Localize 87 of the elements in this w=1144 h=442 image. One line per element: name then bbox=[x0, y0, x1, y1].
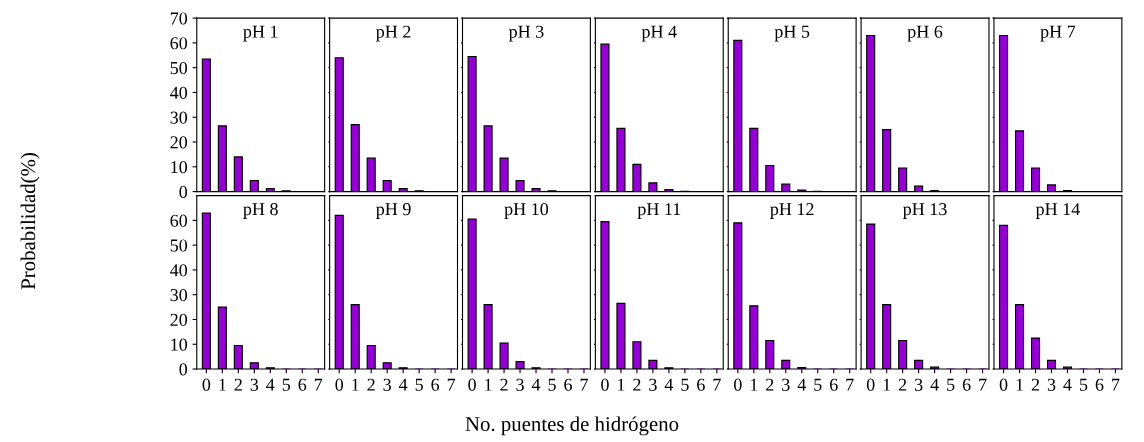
chart-title: pH 9 bbox=[376, 203, 411, 219]
x-tick-label: 0 bbox=[335, 378, 344, 391]
x-tick-label: 7 bbox=[846, 378, 854, 391]
x-tick-label: 6 bbox=[564, 378, 572, 391]
y-tick-label: 0 bbox=[179, 185, 188, 199]
y-tick-label: 50 bbox=[170, 61, 188, 75]
y-tick-label: 30 bbox=[170, 288, 188, 302]
chart-title: pH 5 bbox=[774, 25, 810, 42]
x-tick-label: 4 bbox=[930, 378, 939, 391]
x-tick-label: 7 bbox=[580, 378, 588, 391]
chart-title: pH 14 bbox=[1035, 203, 1080, 219]
x-tick-label: 6 bbox=[431, 378, 440, 391]
x-tick-label: 6 bbox=[298, 378, 307, 391]
x-tick-label: 3 bbox=[516, 378, 524, 391]
x-tick-label: 3 bbox=[649, 378, 657, 391]
x-tick-label: 7 bbox=[447, 378, 456, 391]
chart-title: pH 13 bbox=[903, 203, 947, 219]
y-axis-title: Probabilidad(%) bbox=[20, 153, 40, 290]
x-tick-label: 0 bbox=[866, 378, 875, 391]
chart-title: pH 12 bbox=[770, 203, 814, 219]
x-tick-label: 1 bbox=[1016, 378, 1023, 391]
x-tick-label: 1 bbox=[750, 378, 758, 391]
chart-title: pH 4 bbox=[641, 25, 677, 42]
x-tick-label: 3 bbox=[1047, 378, 1056, 391]
x-tick-label: 7 bbox=[1112, 378, 1120, 391]
x-tick-label: 1 bbox=[219, 378, 226, 391]
x-tick-label: 4 bbox=[664, 378, 674, 391]
y-tick-label: 70 bbox=[170, 12, 188, 25]
x-tick-label: 2 bbox=[633, 378, 641, 391]
y-tick-label: 10 bbox=[171, 338, 188, 351]
x-tick-label: 5 bbox=[415, 378, 423, 391]
x-tick-label: 0 bbox=[999, 378, 1008, 391]
x-tick-label: 0 bbox=[468, 378, 476, 391]
x-tick-label: 3 bbox=[782, 378, 790, 391]
chart-title: pH 8 bbox=[243, 203, 278, 219]
x-tick-label: 2 bbox=[766, 378, 774, 391]
x-tick-label: 5 bbox=[947, 378, 955, 391]
x-tick-label: 7 bbox=[713, 378, 721, 391]
x-tick-label: 1 bbox=[618, 378, 625, 391]
y-tick-label: 30 bbox=[170, 111, 188, 124]
x-tick-label: 4 bbox=[531, 378, 541, 391]
x-tick-label: 4 bbox=[399, 378, 408, 391]
chart-title: pH 1 bbox=[243, 25, 278, 42]
chart-title: pH 11 bbox=[637, 203, 681, 219]
y-tick-label: 40 bbox=[170, 86, 188, 99]
x-tick-label: 1 bbox=[883, 378, 891, 391]
x-tick-label: 5 bbox=[681, 378, 689, 391]
y-tick-label: 20 bbox=[170, 313, 188, 326]
chart-title: pH 10 bbox=[504, 203, 549, 219]
x-tick-label: 0 bbox=[601, 378, 609, 391]
x-tick-label: 5 bbox=[548, 378, 556, 391]
x-tick-label: 6 bbox=[1095, 378, 1104, 391]
x-tick-label: 6 bbox=[697, 378, 705, 391]
x-tick-label: 7 bbox=[314, 378, 323, 391]
x-tick-label: 3 bbox=[914, 378, 923, 391]
x-tick-label: 2 bbox=[234, 378, 242, 391]
x-tick-label: 4 bbox=[1063, 378, 1072, 391]
x-tick-label: 1 bbox=[485, 378, 492, 391]
x-tick-label: 0 bbox=[734, 378, 742, 391]
y-tick-label: 60 bbox=[170, 37, 188, 50]
x-tick-label: 5 bbox=[282, 378, 291, 391]
y-tick-label: 10 bbox=[171, 161, 188, 174]
chart-title: pH 6 bbox=[907, 25, 943, 42]
x-tick-label: 3 bbox=[383, 378, 391, 391]
chart-title: pH 3 bbox=[508, 25, 544, 42]
y-tick-label: 50 bbox=[170, 239, 188, 252]
x-tick-label: 2 bbox=[898, 378, 907, 391]
x-tick-label: 6 bbox=[829, 378, 838, 391]
x-tick-label: 5 bbox=[814, 378, 822, 391]
x-tick-label: 3 bbox=[250, 378, 259, 391]
x-tick-label: 7 bbox=[979, 378, 987, 391]
y-tick-label: 60 bbox=[170, 214, 188, 227]
y-tick-label: 40 bbox=[170, 264, 188, 277]
chart-title: pH 2 bbox=[376, 25, 411, 42]
x-tick-label: 1 bbox=[352, 378, 359, 391]
x-tick-label: 4 bbox=[266, 378, 275, 391]
y-tick-label: 0 bbox=[179, 363, 188, 376]
x-tick-label: 2 bbox=[1031, 378, 1040, 391]
x-tick-label: 2 bbox=[367, 378, 375, 391]
x-tick-label: 0 bbox=[202, 378, 211, 391]
chart-title: pH 7 bbox=[1040, 25, 1076, 42]
x-tick-label: 2 bbox=[500, 378, 508, 391]
x-tick-label: 5 bbox=[1080, 378, 1088, 391]
x-axis-title: No. puentes de hidrógeno bbox=[465, 416, 679, 436]
y-tick-label: 20 bbox=[170, 136, 188, 149]
x-tick-label: 4 bbox=[797, 378, 806, 391]
x-tick-label: 6 bbox=[962, 378, 971, 391]
